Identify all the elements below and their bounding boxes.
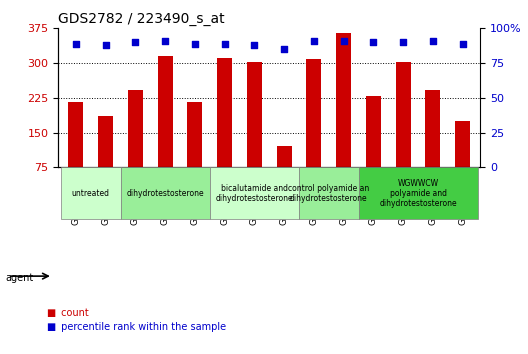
Bar: [61, 167, 120, 219]
Point: [280, 46, 288, 52]
Text: dihydrotestosterone: dihydrotestosterone: [126, 189, 204, 198]
Bar: [395, 62, 411, 202]
Bar: [128, 90, 143, 202]
Bar: [210, 167, 299, 219]
Bar: [217, 57, 232, 202]
Text: ■: ■: [46, 322, 56, 332]
Text: untreated: untreated: [72, 189, 110, 198]
Bar: [158, 56, 173, 202]
Point: [131, 39, 139, 45]
Bar: [98, 116, 113, 202]
Bar: [306, 59, 322, 202]
Point: [429, 38, 437, 44]
Point: [101, 42, 110, 48]
Text: agent: agent: [5, 273, 34, 283]
Text: bicalutamide and
dihydrotestosterone: bicalutamide and dihydrotestosterone: [215, 184, 293, 203]
Text: ■: ■: [46, 308, 56, 318]
Point: [250, 42, 259, 48]
Point: [72, 41, 80, 46]
Point: [369, 39, 378, 45]
Point: [161, 38, 169, 44]
Text: GDS2782 / 223490_s_at: GDS2782 / 223490_s_at: [58, 12, 225, 26]
Bar: [336, 33, 351, 202]
Point: [310, 38, 318, 44]
Bar: [426, 90, 440, 202]
Point: [191, 41, 199, 46]
Point: [220, 41, 229, 46]
Bar: [366, 96, 381, 202]
Bar: [187, 102, 202, 202]
Text: control polyamide an
dihydrotestosterone: control polyamide an dihydrotestosterone: [288, 184, 370, 203]
Bar: [69, 102, 83, 202]
Bar: [247, 62, 262, 202]
Bar: [455, 121, 470, 202]
Text: percentile rank within the sample: percentile rank within the sample: [58, 322, 226, 332]
Point: [458, 41, 467, 46]
Text: WGWWCW
polyamide and
dihydrotestosterone: WGWWCW polyamide and dihydrotestosterone: [379, 178, 457, 208]
Bar: [359, 167, 477, 219]
Bar: [277, 147, 291, 202]
Bar: [120, 167, 210, 219]
Point: [399, 39, 408, 45]
Point: [340, 38, 348, 44]
Text: count: count: [58, 308, 89, 318]
Bar: [299, 167, 359, 219]
